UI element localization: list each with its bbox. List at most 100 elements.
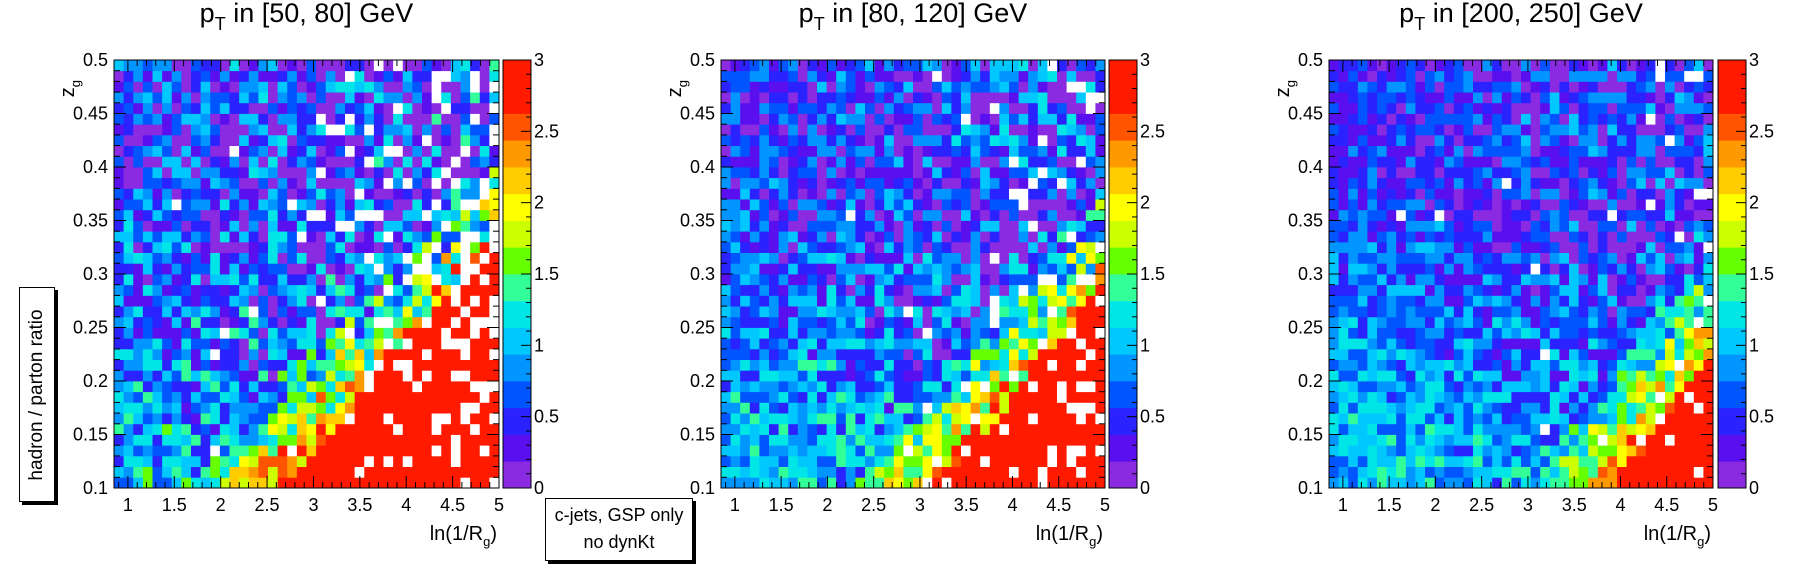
heatmap-cell (412, 370, 423, 382)
heatmap-cell (1066, 477, 1077, 489)
heatmap-cell (989, 113, 1000, 125)
heatmap-cell (740, 370, 751, 382)
heatmap-cell (1559, 263, 1570, 275)
heatmap-cell (1085, 156, 1096, 168)
heatmap-cell (393, 413, 404, 425)
heatmap-cell (1549, 220, 1560, 232)
heatmap-cell (239, 199, 250, 211)
heatmap-cell (1607, 167, 1618, 179)
heatmap-cell (893, 327, 904, 339)
heatmap-cell (171, 156, 182, 168)
heatmap-cell (422, 70, 433, 82)
heatmap-cell (1444, 316, 1455, 328)
heatmap-cell (1463, 348, 1474, 360)
heatmap-cell (1028, 70, 1039, 82)
heatmap-cell (759, 92, 770, 104)
heatmap-cell (1009, 167, 1019, 179)
heatmap-cell (200, 455, 211, 467)
heatmap-cell (1530, 145, 1541, 157)
heatmap-cell (932, 402, 943, 414)
heatmap-cell (951, 327, 962, 339)
heatmap-cell (219, 252, 230, 264)
heatmap-cell (1473, 316, 1483, 328)
heatmap-cell (248, 391, 259, 403)
heatmap-cell (989, 391, 1000, 403)
heatmap-cell (1530, 316, 1541, 328)
heatmap-cell (778, 370, 789, 382)
heatmap-cell (277, 370, 288, 382)
heatmap-cell (1492, 145, 1503, 157)
heatmap-cell (826, 306, 837, 318)
heatmap-cell (961, 402, 971, 414)
heatmap-cell (200, 209, 211, 221)
heatmap-cell (1540, 402, 1551, 414)
heatmap-cell (364, 359, 375, 371)
heatmap-cell (1444, 92, 1455, 104)
heatmap-cell (874, 252, 885, 264)
heatmap-cell (913, 327, 923, 339)
heatmap-cell (383, 327, 394, 339)
heatmap-cell (258, 263, 269, 275)
heatmap-cell (1521, 241, 1531, 253)
heatmap-cell (1357, 327, 1368, 339)
heatmap-cell (142, 92, 153, 104)
heatmap-cell (1386, 81, 1397, 93)
heatmap-cell (721, 359, 731, 371)
heatmap-cell (316, 445, 327, 457)
heatmap-cell (114, 434, 125, 446)
heatmap-cell (393, 241, 404, 253)
heatmap-cell (1357, 231, 1368, 243)
heatmap-cell (1377, 199, 1387, 211)
heatmap-cell (489, 60, 500, 72)
heatmap-cell (769, 445, 779, 457)
heatmap-cell (970, 263, 981, 275)
heatmap-cell (219, 199, 230, 211)
heatmap-cell (1018, 231, 1029, 243)
heatmap-cell (171, 177, 182, 189)
heatmap-cell (287, 413, 298, 425)
heatmap-cell (123, 338, 134, 350)
heatmap-cell (874, 81, 885, 93)
heatmap-cell (797, 102, 808, 114)
heatmap-cell (797, 113, 808, 125)
heatmap-cell (142, 381, 153, 393)
heatmap-cell (845, 338, 856, 350)
heatmap-cell (181, 402, 192, 414)
heatmap-cell (162, 413, 173, 425)
heatmap-cell (383, 391, 394, 403)
heatmap-cell (431, 381, 442, 393)
heatmap-cell (903, 445, 914, 457)
heatmap-cell (1463, 445, 1474, 457)
heatmap-cell (807, 284, 818, 296)
heatmap-cell (239, 316, 250, 328)
color-bar-band (1109, 167, 1137, 195)
heatmap-cell (769, 455, 779, 467)
heatmap-cell (1473, 466, 1483, 478)
heatmap-cell (1425, 413, 1435, 425)
heatmap-cell (210, 381, 221, 393)
heatmap-cell (1521, 284, 1531, 296)
heatmap-cell (1434, 466, 1445, 478)
heatmap-cell (1607, 113, 1618, 125)
heatmap-cell (479, 434, 490, 446)
heatmap-cell (248, 348, 259, 360)
heatmap-cell (114, 60, 125, 72)
heatmap-cell (373, 316, 384, 328)
heatmap-cell (239, 327, 250, 339)
heatmap-cell (373, 348, 384, 360)
heatmap-cell (1559, 445, 1570, 457)
heatmap-cell (884, 156, 895, 168)
heatmap-cell (970, 423, 981, 435)
heatmap-cell (1047, 70, 1058, 82)
heatmap-cell (296, 445, 307, 457)
heatmap-cell (470, 284, 481, 296)
heatmap-cell (441, 381, 452, 393)
heatmap-cell (1425, 231, 1435, 243)
heatmap-cell (229, 113, 240, 125)
heatmap-cell (1463, 295, 1474, 307)
heatmap-cell (489, 316, 500, 328)
heatmap-cell (932, 81, 943, 93)
heatmap-cell (999, 220, 1010, 232)
heatmap-cell (393, 252, 404, 264)
heatmap-cell (1521, 466, 1531, 478)
